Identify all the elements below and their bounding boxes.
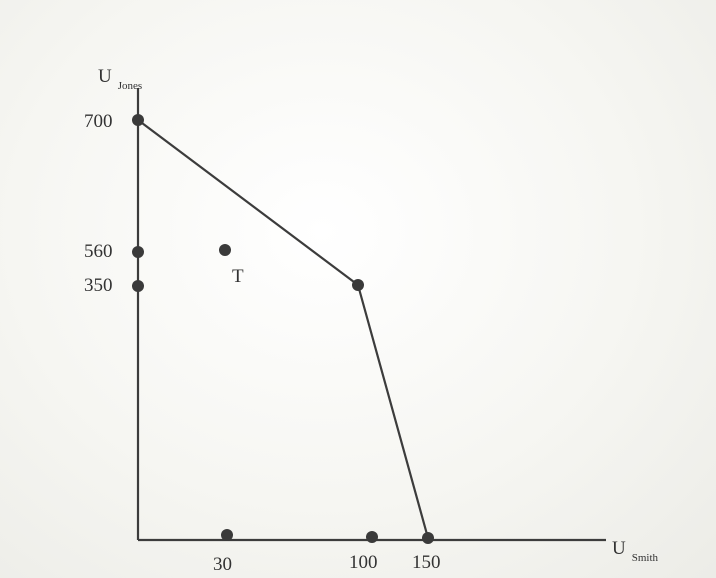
- point-t: [219, 244, 231, 256]
- x-tick-100: 100: [349, 552, 378, 573]
- x-tick-150: 150: [412, 552, 441, 573]
- x-tick-30: 30: [213, 554, 232, 575]
- point-t-label: T: [232, 266, 244, 287]
- utility-frontier-line: [137, 119, 430, 539]
- point-560: [132, 246, 144, 258]
- y-axis-title-sub: Jones: [118, 80, 142, 92]
- point-30: [221, 529, 233, 541]
- y-axis-title-main: U: [98, 66, 112, 87]
- point-700: [132, 114, 144, 126]
- y-tick-350: 350: [84, 275, 113, 296]
- y-axis-title: U Jones: [98, 66, 142, 92]
- frontier-kink-point: [352, 279, 364, 291]
- y-tick-700: 700: [84, 111, 113, 132]
- x-axis-title: U Smith: [612, 538, 659, 564]
- point-100: [366, 531, 378, 543]
- x-axis-title-sub: Smith: [632, 552, 659, 564]
- point-350: [132, 280, 144, 292]
- y-tick-560: 560: [84, 241, 113, 262]
- x-axis-title-main: U: [612, 538, 626, 559]
- point-150: [422, 532, 434, 544]
